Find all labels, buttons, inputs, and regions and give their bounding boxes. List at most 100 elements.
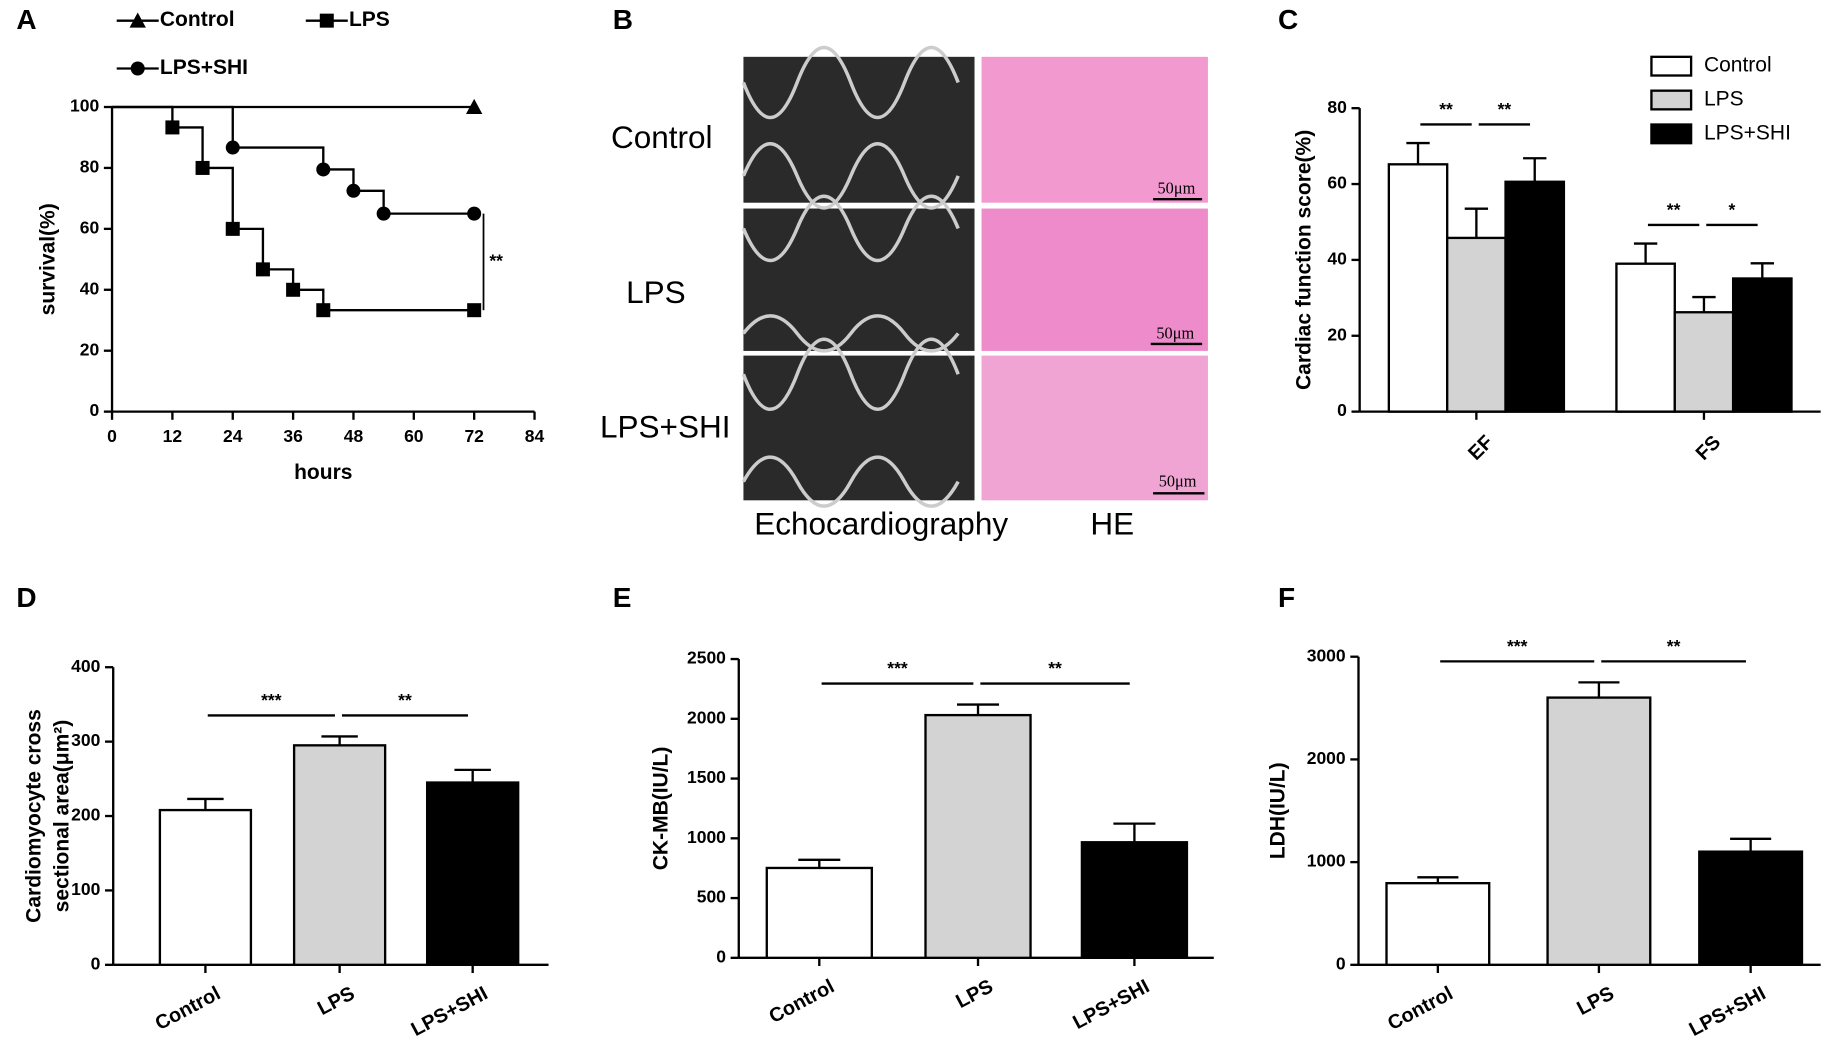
panel-b: B 50μm 50μm 50μm Control LPS LPS+SHI Ech…	[600, 4, 1208, 541]
survival-line	[112, 105, 475, 312]
x-tick-label: LPS+SHI	[1069, 975, 1153, 1033]
marker	[316, 303, 331, 318]
marker	[376, 206, 391, 221]
marker	[466, 98, 483, 115]
x-tick-label: 24	[223, 426, 243, 446]
y-tick-label: 0	[1337, 400, 1347, 420]
significance-label: ***	[1507, 636, 1528, 656]
y-axis-label: Cardiac function score(%)	[1292, 130, 1315, 390]
y-tick-label: 1000	[1307, 851, 1346, 871]
bar	[425, 781, 520, 966]
scale-label: 50μm	[1158, 179, 1196, 198]
legend-label: LPS+SHI	[1704, 121, 1791, 144]
marker	[319, 13, 334, 28]
y-tick-label: 1500	[687, 767, 726, 787]
y-tick-label: 1000	[687, 827, 726, 847]
he-image	[981, 355, 1208, 501]
echo-image	[743, 208, 975, 351]
x-tick-label: 36	[283, 426, 303, 446]
x-tick-label: 72	[464, 426, 484, 446]
marker	[316, 162, 331, 177]
y-tick-label: 40	[80, 278, 100, 298]
y-tick-label: 3000	[1307, 645, 1346, 665]
marker	[225, 221, 240, 236]
panel-letter: B	[613, 4, 633, 35]
significance-label: *	[1729, 200, 1736, 220]
x-tick-label: 60	[404, 426, 424, 446]
row-label: LPS+SHI	[600, 408, 730, 444]
y-tick-label: 20	[80, 339, 100, 359]
marker	[346, 183, 361, 198]
y-tick-label: 20	[1327, 324, 1347, 344]
y-tick-label: 40	[1327, 249, 1347, 269]
marker	[467, 303, 482, 318]
marker	[130, 61, 145, 76]
bar	[924, 713, 1032, 959]
panel-letter: C	[1278, 4, 1298, 35]
y-tick-label: 200	[71, 805, 100, 825]
x-tick-label: LPS+SHI	[408, 982, 492, 1040]
x-tick-label: LPS	[1573, 982, 1617, 1020]
marker	[225, 140, 240, 155]
y-axis-label: survival(%)	[37, 203, 60, 315]
bar	[1698, 850, 1804, 966]
echo-image	[743, 56, 975, 203]
echo-image	[743, 355, 975, 501]
bar	[1446, 236, 1507, 413]
x-tick-label: Control	[766, 975, 839, 1028]
legend-swatch	[1650, 55, 1693, 77]
legend-label: Control	[160, 8, 235, 31]
bar	[765, 866, 873, 959]
x-tick-label: 48	[344, 426, 364, 446]
bar	[1546, 696, 1652, 966]
marker	[467, 206, 482, 221]
legend-label: LPS	[349, 8, 390, 31]
significance-label: **	[398, 690, 412, 710]
x-tick-label: 12	[163, 426, 183, 446]
bar	[158, 808, 253, 966]
legend-label: Control	[1704, 54, 1772, 77]
y-tick-label: 300	[71, 730, 100, 750]
bar	[1387, 163, 1449, 413]
bar	[1673, 311, 1735, 413]
legend-label: LPS+SHI	[160, 56, 248, 79]
echo-trace	[741, 194, 960, 353]
y-tick-label: 80	[1327, 97, 1347, 117]
bar	[1615, 262, 1676, 413]
y-tick-label: 60	[80, 217, 100, 237]
y-tick-label: 2000	[1307, 748, 1346, 768]
y-tick-label: 60	[1327, 173, 1347, 193]
y-tick-label: 0	[1336, 953, 1346, 973]
y-tick-label: 2000	[687, 707, 726, 727]
marker	[286, 282, 301, 297]
x-tick-label: LPS	[314, 982, 358, 1020]
panel-letter: D	[16, 582, 36, 613]
x-tick-label: LPS+SHI	[1686, 982, 1770, 1040]
x-tick-label: Control	[152, 982, 225, 1035]
x-tick-label: Control	[1384, 982, 1457, 1035]
bar	[1385, 882, 1491, 966]
legend-label: LPS	[1704, 88, 1744, 111]
significance-label: **	[1667, 200, 1681, 220]
column-label: Echocardiography	[754, 505, 1008, 541]
y-axis-label: Cardiomyocyte cross	[23, 709, 46, 923]
x-axis-label: hours	[294, 461, 352, 484]
y-axis-label: CK-MB(IU/L)	[649, 747, 672, 871]
y-tick-label: 0	[91, 953, 101, 973]
he-image	[981, 208, 1208, 351]
echo-trace	[741, 337, 960, 508]
panel-letter: A	[16, 4, 36, 35]
significance-label: ***	[887, 658, 908, 678]
scale-label: 50μm	[1156, 323, 1194, 342]
y-tick-label: 80	[80, 157, 100, 177]
panel-letter: E	[613, 582, 632, 613]
y-tick-label: 0	[716, 946, 726, 966]
significance-label: **	[1498, 99, 1512, 119]
y-tick-label: 500	[697, 887, 726, 907]
legend-swatch	[1650, 123, 1693, 145]
y-tick-label: 0	[89, 400, 99, 420]
significance-label: **	[489, 251, 503, 271]
x-tick-label: 84	[525, 426, 545, 446]
bar	[1731, 277, 1793, 413]
